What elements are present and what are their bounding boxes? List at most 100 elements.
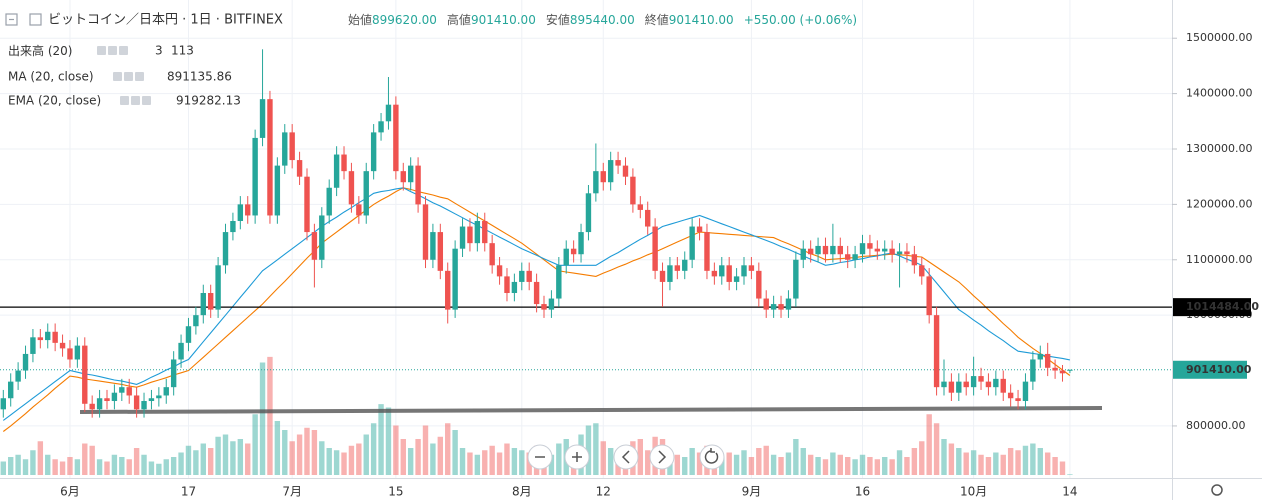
- volume-bar: [67, 457, 73, 475]
- scroll-right-button[interactable]: [649, 444, 675, 470]
- collapse-icon[interactable]: [5, 13, 18, 26]
- volume-bar: [96, 459, 103, 475]
- candle-body: [815, 245, 821, 255]
- volume-bar: [822, 459, 829, 475]
- candle-body: [333, 154, 340, 188]
- candle-body: [556, 265, 562, 299]
- candle-body: [474, 220, 481, 244]
- candle-body: [296, 160, 303, 177]
- y-tick-label: 1100000.00: [1186, 253, 1252, 266]
- volume-bar: [378, 404, 384, 475]
- legend-icon[interactable]: [131, 96, 140, 105]
- drawn-trendline[interactable]: [79, 406, 1103, 414]
- settings-icon[interactable]: [1211, 484, 1223, 496]
- volume-bar: [815, 457, 821, 475]
- candle-body: [919, 265, 925, 277]
- volume-bar: [59, 461, 66, 475]
- volume-bar: [800, 448, 806, 475]
- legend-value: 891135.86: [167, 70, 232, 84]
- volume-bar: [1030, 443, 1036, 475]
- candle-body: [259, 99, 266, 138]
- legend-icon[interactable]: [97, 46, 106, 55]
- legend-icon[interactable]: [135, 72, 144, 81]
- volume-bar: [245, 443, 251, 475]
- volume-bar: [304, 427, 310, 475]
- volume-bar: [22, 459, 29, 475]
- volume-bar: [956, 448, 962, 475]
- legend-icon[interactable]: [113, 72, 122, 81]
- legend-icon[interactable]: [108, 46, 117, 55]
- volume-bar: [496, 452, 503, 475]
- candle-body: [933, 315, 940, 388]
- reset-button[interactable]: [699, 444, 725, 470]
- candle-body: [141, 401, 147, 410]
- x-tick-label: 15: [388, 485, 403, 499]
- volume-bar: [200, 443, 206, 475]
- volume-bar: [859, 454, 866, 475]
- legend-icon[interactable]: [119, 46, 128, 55]
- volume-bar: [637, 439, 644, 475]
- candle-body: [704, 232, 710, 271]
- volume-bar: [52, 459, 58, 475]
- volume-bar: [370, 423, 377, 475]
- volume-bar: [741, 450, 747, 475]
- volume-bar: [15, 454, 21, 475]
- candle-body: [1037, 353, 1043, 360]
- volume-bar: [445, 423, 451, 475]
- volume-bar: [511, 448, 518, 475]
- volume-bar: [141, 454, 147, 475]
- candle-body: [993, 378, 999, 388]
- candle-body: [45, 331, 51, 341]
- volume-bar: [185, 445, 192, 475]
- volume-bar: [778, 457, 784, 475]
- candle-body: [807, 248, 814, 255]
- candle-body: [852, 254, 858, 260]
- legend-icon[interactable]: [120, 96, 129, 105]
- volume-bar: [1007, 448, 1014, 475]
- candle-body: [133, 395, 140, 410]
- volume-bar: [274, 421, 281, 475]
- volume-bar: [852, 459, 858, 475]
- volume-bar: [267, 356, 273, 475]
- candle-body: [15, 370, 21, 382]
- legend-name: 出来高 (20): [8, 43, 72, 58]
- ohlc-value: 895440.00: [570, 13, 635, 27]
- candle-body: [126, 387, 132, 396]
- candle-body: [459, 226, 466, 249]
- candle-body: [956, 381, 962, 393]
- candle-body: [793, 259, 799, 299]
- volume-bar: [82, 443, 88, 475]
- candle-body: [1015, 398, 1021, 402]
- volume-bar: [119, 457, 125, 475]
- candle-body: [163, 387, 169, 396]
- volume-bar: [593, 423, 599, 475]
- volume-bar: [133, 448, 140, 475]
- candle-body: [74, 345, 81, 360]
- symbol-icon[interactable]: [29, 13, 42, 26]
- candle-body: [0, 398, 6, 410]
- legend-icon[interactable]: [142, 96, 151, 105]
- candle-body: [415, 165, 421, 205]
- ohlc-label: 高値: [447, 12, 471, 27]
- candle-body: [830, 245, 836, 255]
- volume-bar: [230, 441, 236, 475]
- candle-body: [963, 381, 969, 388]
- candle-body: [696, 226, 703, 233]
- volume-bar: [222, 434, 229, 475]
- y-tick-label: 800000.00: [1186, 419, 1246, 432]
- symbol-title[interactable]: ビットコイン／日本円 · 1日 · BITFINEX: [48, 13, 283, 28]
- candle-body: [741, 265, 747, 277]
- x-tick-label: 12: [596, 485, 611, 499]
- volume-bar: [45, 454, 51, 475]
- ohlc-legend: 始値899620.00 高値901410.00 安値895440.00 終値90141…: [348, 12, 857, 27]
- volume-bar: [400, 439, 406, 475]
- legend-icon[interactable]: [124, 72, 133, 81]
- candle-body: [778, 304, 784, 310]
- y-tick-label: 1300000.00: [1186, 142, 1252, 155]
- ohlc-value: 901410.00: [669, 13, 734, 27]
- candle-body: [970, 376, 977, 388]
- candle-body: [148, 398, 155, 402]
- volume-bar: [482, 450, 488, 475]
- x-tick-label: 8月: [512, 485, 532, 499]
- scroll-left-button[interactable]: [613, 444, 639, 470]
